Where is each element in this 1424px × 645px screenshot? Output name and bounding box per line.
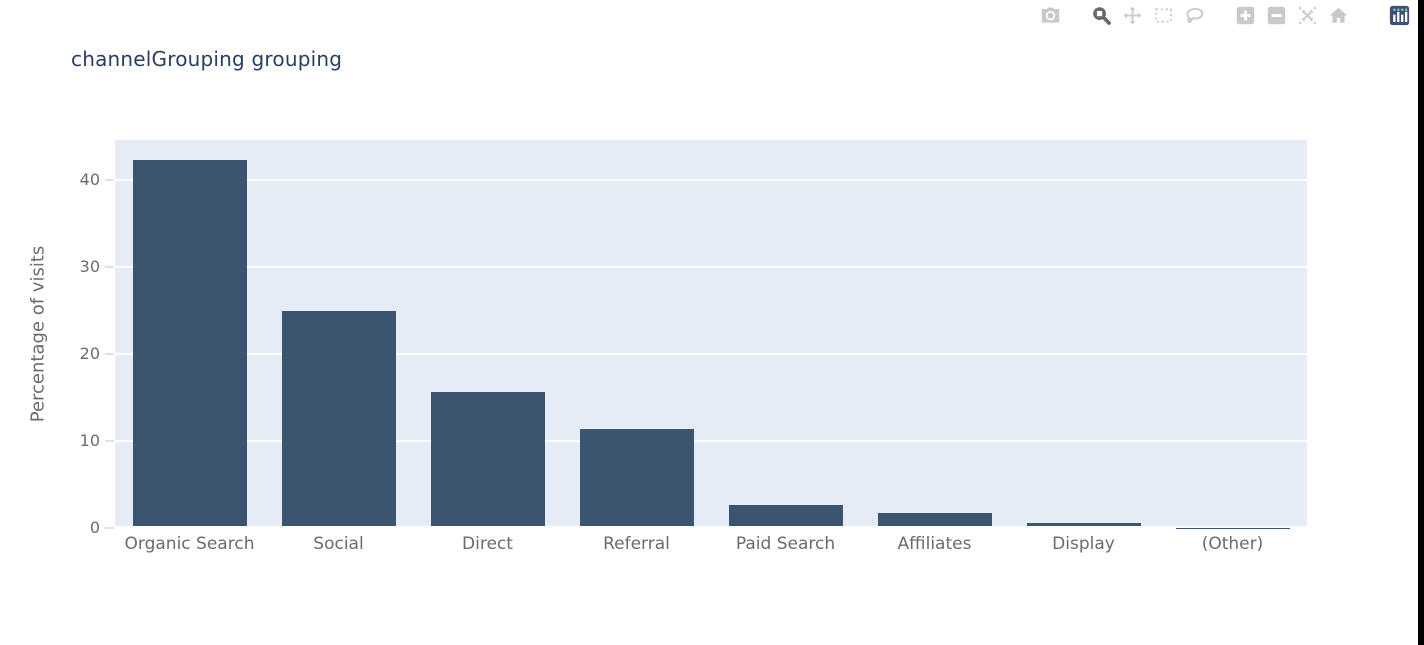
bar-paid-search[interactable] xyxy=(728,505,843,528)
bar-organic-search[interactable] xyxy=(132,160,247,528)
x-tick-label: Affiliates xyxy=(897,534,972,554)
y-tick-label: 0 xyxy=(89,518,100,537)
y-tick-mark xyxy=(105,179,114,182)
y-tick-label: 30 xyxy=(79,257,100,276)
window-edge xyxy=(1418,0,1424,645)
autoscale-button[interactable] xyxy=(1297,5,1318,26)
x-tick-label: (Other) xyxy=(1201,534,1264,554)
y-tick-mark xyxy=(105,266,114,268)
zoom-out-icon xyxy=(1266,5,1287,26)
x-tick-label: Social xyxy=(313,534,364,554)
autoscale-icon xyxy=(1297,5,1318,26)
gridline xyxy=(115,353,1307,355)
camera-icon xyxy=(1040,5,1061,26)
gridline xyxy=(115,266,1307,268)
y-tick-mark xyxy=(105,353,114,355)
bar-affiliates[interactable] xyxy=(877,513,992,528)
x-tick-label: Display xyxy=(1052,534,1115,554)
y-tick-label: 20 xyxy=(79,344,100,363)
bar-direct[interactable] xyxy=(430,392,545,528)
y-tick-mark xyxy=(105,527,114,529)
home-icon xyxy=(1328,5,1349,26)
plotly-modebar xyxy=(1040,4,1410,26)
lasso-icon xyxy=(1184,5,1205,26)
y-tick-label: 10 xyxy=(79,431,100,450)
zoom-out-button[interactable] xyxy=(1266,5,1287,26)
zoom-in-button[interactable] xyxy=(1235,5,1256,26)
gridline xyxy=(115,179,1307,181)
x-tick-label: Paid Search xyxy=(735,534,836,554)
box-select-button[interactable] xyxy=(1153,5,1174,26)
bar-referral[interactable] xyxy=(579,428,694,528)
plotly-logo-button[interactable] xyxy=(1389,5,1410,26)
box-select-icon xyxy=(1153,5,1174,26)
reset-axes-button[interactable] xyxy=(1328,5,1349,26)
plotly-logo-icon xyxy=(1389,5,1410,26)
y-tick-mark xyxy=(105,440,114,442)
download-png-button[interactable] xyxy=(1040,5,1061,26)
bar-display[interactable] xyxy=(1026,522,1141,528)
zeroline xyxy=(115,526,1307,528)
zoom-in-icon xyxy=(1235,5,1256,26)
chart-title: channelGrouping grouping xyxy=(71,47,343,71)
bar-social[interactable] xyxy=(281,311,396,528)
zoom-icon xyxy=(1091,5,1112,26)
pan-icon xyxy=(1122,5,1143,26)
zoom-mode-button[interactable] xyxy=(1091,5,1112,26)
x-tick-label: Referral xyxy=(603,534,670,554)
x-tick-label: Organic Search xyxy=(124,534,255,554)
pan-mode-button[interactable] xyxy=(1122,5,1143,26)
x-tick-label: Direct xyxy=(462,534,513,554)
plot-area[interactable] xyxy=(115,140,1307,528)
y-tick-label: 40 xyxy=(79,170,100,190)
y-axis-title: Percentage of visits xyxy=(27,245,49,423)
gridline xyxy=(115,440,1307,442)
lasso-select-button[interactable] xyxy=(1184,5,1205,26)
